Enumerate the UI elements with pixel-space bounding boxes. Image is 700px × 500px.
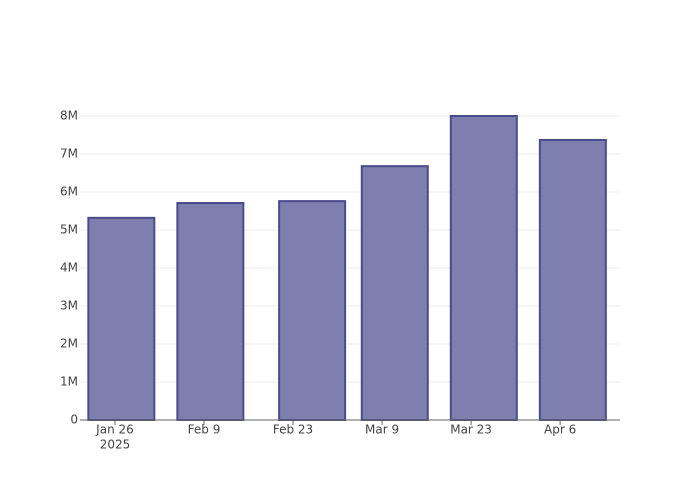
x-tick-label: Apr 6 <box>544 423 576 437</box>
y-tick-label: 5M <box>60 223 78 237</box>
bar <box>278 200 347 421</box>
bar <box>360 165 429 421</box>
y-tick-label: 6M <box>60 185 78 199</box>
bar <box>176 202 245 421</box>
bar <box>538 138 607 421</box>
x-tick-sublabel: 2025 <box>100 438 131 452</box>
x-tick-label: Mar 23 <box>450 423 492 437</box>
y-tick-label: 3M <box>60 299 78 313</box>
x-tick-label: Jan 26 <box>95 423 134 437</box>
y-tick-label: 4M <box>60 261 78 275</box>
y-tick-label: 2M <box>60 337 78 351</box>
y-tick-label: 1M <box>60 375 78 389</box>
y-tick-label: 0 <box>70 413 78 427</box>
x-tick-label: Mar 9 <box>365 423 399 437</box>
x-tick-label: Feb 9 <box>188 423 221 437</box>
y-tick-label: 7M <box>60 147 78 161</box>
x-tick-label: Feb 23 <box>273 423 313 437</box>
y-tick-label: 8M <box>60 109 78 123</box>
bar <box>87 216 156 421</box>
bar <box>449 115 518 421</box>
